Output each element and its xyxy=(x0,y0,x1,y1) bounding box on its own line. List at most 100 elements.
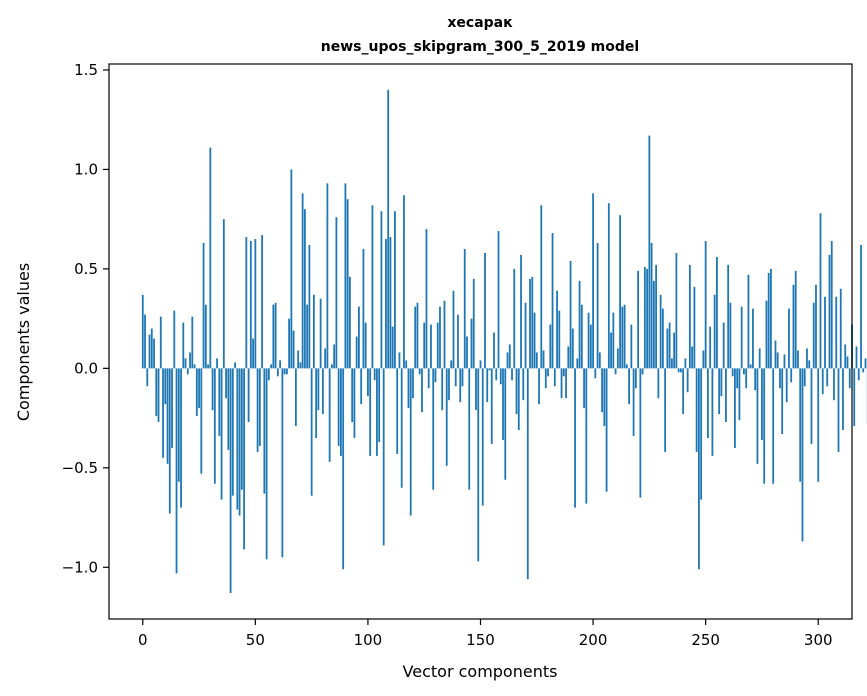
bar xyxy=(394,211,396,369)
bar xyxy=(828,254,831,369)
x-tick-label: 150 xyxy=(466,631,495,649)
bar xyxy=(146,368,149,387)
bar xyxy=(403,195,405,369)
bar xyxy=(454,368,457,387)
bar xyxy=(321,368,324,415)
bar xyxy=(274,302,277,369)
bar xyxy=(842,368,844,431)
bar xyxy=(285,368,288,375)
y-tick-label: −1.0 xyxy=(62,558,98,576)
bar xyxy=(315,368,318,438)
bar xyxy=(229,368,232,594)
bar xyxy=(373,368,376,381)
bar xyxy=(720,368,723,397)
bar xyxy=(351,368,354,423)
bar xyxy=(337,368,340,446)
bar xyxy=(398,352,401,369)
bar xyxy=(648,135,651,369)
bar xyxy=(788,308,790,369)
bar xyxy=(824,296,826,369)
bar xyxy=(416,302,419,369)
bar xyxy=(364,322,367,369)
bar xyxy=(819,213,822,369)
bar xyxy=(632,368,635,436)
bar xyxy=(434,368,437,383)
bar xyxy=(801,368,804,542)
bar xyxy=(684,358,687,369)
bar xyxy=(236,368,239,510)
bar xyxy=(734,368,736,448)
bar xyxy=(261,235,263,369)
bar xyxy=(243,368,245,550)
bar xyxy=(538,368,540,405)
bars-group xyxy=(141,89,867,594)
bar xyxy=(565,368,567,399)
bar xyxy=(752,308,754,369)
bar xyxy=(603,368,606,427)
bar xyxy=(646,268,649,369)
bar xyxy=(709,326,712,369)
bar xyxy=(821,368,824,395)
bar xyxy=(418,368,421,375)
bar xyxy=(713,294,716,369)
bar xyxy=(562,368,565,377)
bar xyxy=(745,368,748,389)
y-tick-label: 1.5 xyxy=(74,61,98,79)
bar xyxy=(495,368,498,381)
bar xyxy=(466,336,468,369)
bar xyxy=(490,368,493,444)
bar xyxy=(716,256,718,369)
bar xyxy=(754,368,757,391)
y-tick-label: 0.0 xyxy=(74,359,98,377)
bar xyxy=(175,368,178,574)
bar xyxy=(294,368,297,427)
bar xyxy=(349,276,351,369)
bar xyxy=(598,352,601,369)
bar xyxy=(385,239,387,369)
bar xyxy=(452,290,455,369)
bar xyxy=(817,368,820,482)
bar xyxy=(508,344,511,369)
bar xyxy=(731,368,734,377)
bar xyxy=(378,368,381,442)
bar xyxy=(673,332,676,369)
bar xyxy=(738,368,741,421)
bar xyxy=(405,360,408,369)
bar xyxy=(585,368,588,504)
y-axis-ticks: −1.0 −0.5 0.0 0.5 1.0 1.5 xyxy=(62,61,109,576)
bar xyxy=(312,294,315,369)
bar xyxy=(781,368,784,434)
bar xyxy=(693,286,696,369)
bar xyxy=(283,368,286,375)
bar xyxy=(650,243,653,369)
chart-title-line1: хесарак xyxy=(447,15,513,31)
y-axis-label: Components values xyxy=(14,263,33,421)
bar xyxy=(353,368,356,438)
bar xyxy=(387,89,390,369)
bar xyxy=(740,306,743,369)
bar xyxy=(589,324,592,369)
bar xyxy=(193,364,196,369)
bar xyxy=(308,245,311,369)
bar xyxy=(484,252,486,369)
bar xyxy=(657,368,660,399)
bar xyxy=(173,310,176,369)
bar xyxy=(639,368,642,498)
bar xyxy=(423,322,426,369)
bar xyxy=(596,243,599,369)
bar xyxy=(279,360,282,369)
bar xyxy=(407,368,410,409)
bar xyxy=(686,368,689,393)
bar xyxy=(472,278,475,369)
bar xyxy=(344,183,347,369)
bar xyxy=(533,312,536,369)
bar xyxy=(270,364,273,369)
bar xyxy=(569,260,572,369)
bar xyxy=(511,368,513,381)
bar xyxy=(448,368,450,401)
x-axis-label: Vector components xyxy=(403,662,558,681)
bar xyxy=(245,237,248,369)
bar xyxy=(605,368,608,492)
bar xyxy=(855,346,858,369)
bar xyxy=(833,368,835,401)
